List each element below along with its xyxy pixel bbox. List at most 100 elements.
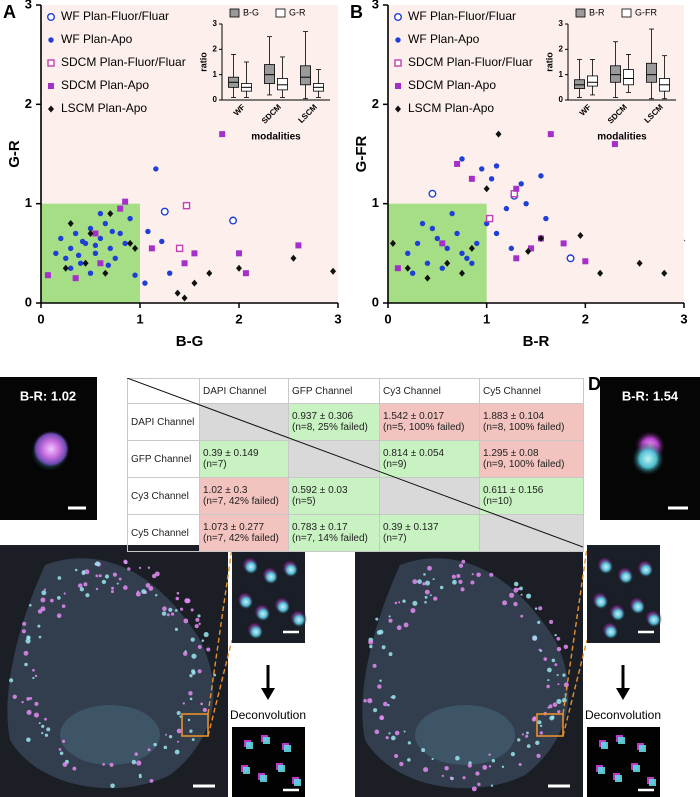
point [429,225,436,232]
puncta [58,748,62,751]
puncta [22,621,27,626]
puncta [376,630,382,635]
point [454,160,461,167]
puncta [491,759,496,763]
point [428,189,437,198]
cell-text: 1.542 ± 0.017 [383,411,445,422]
table-row: DAPI Channel 0.937 ± 0.306 (n=8, 25% faile… [127,403,584,441]
puncta [41,724,45,728]
puncta [549,715,555,721]
point [48,105,54,113]
table-cell: 1.883 ± 0.104 (n=8, 100% failed) [479,403,584,441]
puncta [532,716,536,720]
inset-y-tick-label: 1 [213,70,218,79]
puncta [424,589,430,595]
inset-legend-swatch [229,8,240,18]
puncta [439,585,444,590]
point [566,254,575,263]
spot [630,599,646,615]
puncta [561,697,567,703]
puncta [84,569,90,575]
puncta [534,607,538,610]
puncta [441,774,444,778]
puncta [538,606,543,611]
point [242,270,249,277]
cell-text: (n=7) [203,459,227,470]
spot [284,745,291,752]
puncta [470,580,475,585]
puncta [482,765,488,770]
point [468,244,475,252]
puncta [206,647,211,652]
box [277,78,288,91]
puncta [407,741,411,745]
roi-box [181,713,209,737]
puncta [198,622,201,626]
puncta [490,784,494,787]
puncta [98,574,102,578]
puncta [170,612,175,616]
box [610,65,621,83]
zoom-line [562,547,588,715]
legend-label: SDCM Plan-Apo [408,78,496,92]
x-tick-label: 0 [384,311,391,326]
point [537,234,544,242]
cell-text: 0.39 ± 0.137 [383,522,439,533]
point [63,255,69,261]
point [44,272,51,279]
puncta [148,586,154,591]
puncta [554,633,557,637]
cell-text: 0.814 ± 0.054 [383,448,445,459]
puncta [56,613,62,619]
inset-legend-swatch [621,8,632,18]
point [414,240,421,247]
y-tick-label: 3 [372,0,379,11]
puncta [155,593,158,597]
point [47,12,56,21]
point [77,260,84,266]
point [459,269,465,277]
point [191,250,198,257]
point [142,280,148,286]
puncta [548,704,553,709]
puncta [398,601,401,604]
point [395,105,401,113]
zoom-line [207,639,233,737]
point [518,181,524,187]
puncta [134,752,138,756]
cell-text: 1.02 ± 0.3 [203,485,248,496]
puncta [425,580,431,586]
puncta [562,673,566,677]
box [300,65,311,86]
box [574,79,585,89]
point [459,156,465,162]
inset-y-tick-label: 2 [213,44,218,53]
puncta [197,645,202,649]
puncta [180,607,184,611]
point [488,176,495,182]
puncta [518,762,522,766]
puncta [145,583,151,588]
panel-letter: A [3,2,16,22]
spot [255,606,271,622]
puncta [26,696,31,701]
box [623,69,634,86]
cell-text: 1.073 ± 0.277 [203,522,265,533]
puncta [184,598,190,604]
puncta [390,735,396,741]
puncta [536,753,541,758]
zoom-line [207,547,233,715]
point [560,240,567,247]
caption: Deconvolution [585,708,661,722]
puncta [556,673,559,677]
point [469,260,475,266]
inset-legend-label: B-G [243,7,259,17]
puncta [403,622,409,628]
spot [260,775,267,782]
point [439,240,446,247]
y-tick-label: 0 [25,294,32,309]
spot [243,767,250,774]
puncta [163,745,168,750]
puncta [513,601,518,607]
point [523,200,529,207]
